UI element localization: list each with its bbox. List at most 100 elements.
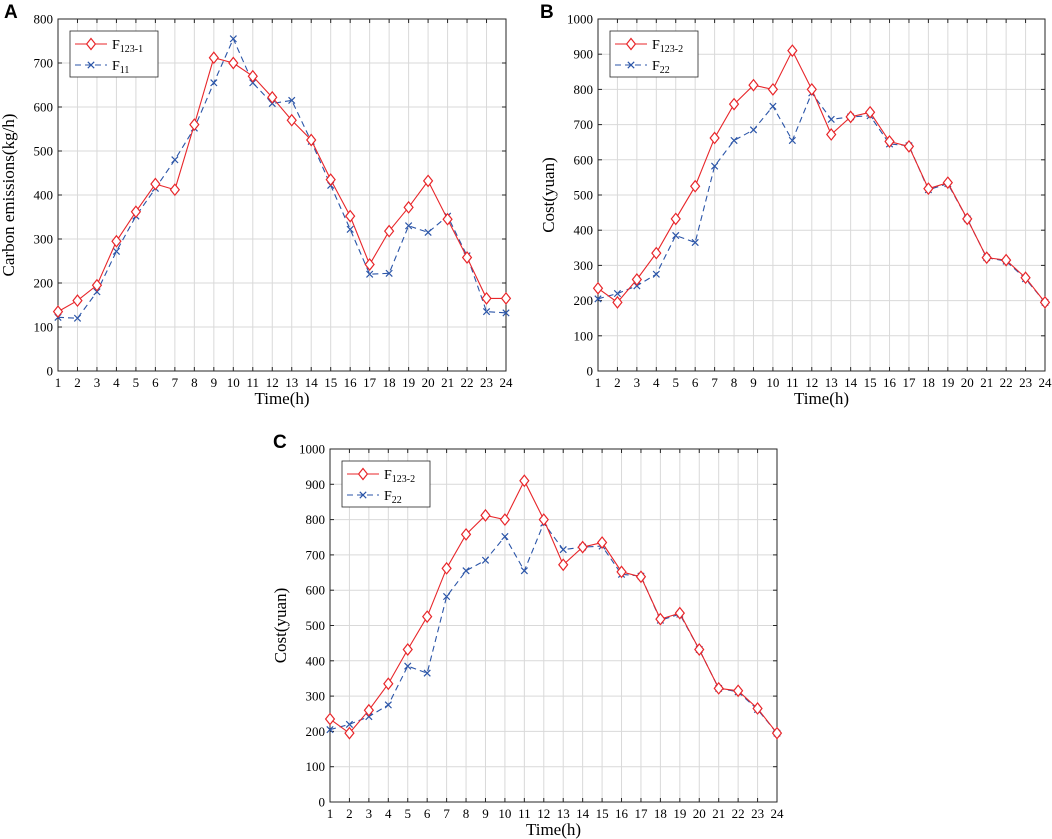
x-tick-label: 21 bbox=[980, 375, 993, 390]
data-point-x bbox=[210, 79, 218, 87]
data-point-diamond bbox=[674, 606, 685, 620]
y-tick-label: 800 bbox=[34, 12, 54, 27]
chart-panel-c: 1 2 3 4 5 6 7 8 9 10 11 12 13 14 15 16 17 18 19 20 21 22 23 240… bbox=[271, 432, 784, 839]
data-point-diamond bbox=[884, 135, 895, 148]
data-point-diamond bbox=[942, 176, 953, 190]
data-point-x bbox=[346, 225, 354, 233]
data-point-diamond bbox=[344, 726, 355, 740]
data-point-diamond bbox=[787, 44, 798, 58]
legend-entry-label: F123-1 bbox=[112, 38, 143, 55]
data-point-diamond bbox=[499, 513, 511, 527]
x-tick-label: 3 bbox=[366, 806, 373, 821]
x-tick-label: 17 bbox=[634, 806, 648, 821]
x-tick-label: 9 bbox=[750, 375, 757, 390]
x-tick-label: 22 bbox=[461, 375, 474, 390]
x-tick-label: 6 bbox=[424, 806, 431, 821]
x-tick-label: 15 bbox=[596, 806, 609, 821]
y-tick-label: 400 bbox=[34, 188, 54, 203]
data-point-diamond bbox=[771, 726, 783, 740]
data-point-x bbox=[423, 669, 431, 677]
data-point-diamond bbox=[364, 258, 375, 271]
y-tick-label: 1000 bbox=[567, 12, 593, 27]
data-point-diamond bbox=[592, 281, 604, 295]
legend-entry-subscript: 22 bbox=[392, 495, 402, 506]
data-point-diamond bbox=[903, 139, 915, 153]
x-tick-label: 23 bbox=[1019, 375, 1032, 390]
data-point-diamond bbox=[806, 82, 817, 96]
data-point-diamond bbox=[577, 540, 588, 554]
data-point-diamond bbox=[441, 561, 452, 575]
data-point-diamond bbox=[267, 90, 278, 104]
data-point-diamond bbox=[651, 246, 662, 260]
data-point-x bbox=[769, 102, 777, 110]
x-tick-label: 21 bbox=[712, 806, 725, 821]
x-tick-label: 19 bbox=[402, 375, 415, 390]
y-tick-label: 0 bbox=[587, 364, 594, 379]
data-point-diamond bbox=[500, 291, 512, 305]
x-tick-label: 19 bbox=[941, 375, 954, 390]
data-point-diamond bbox=[72, 294, 83, 308]
data-point-x bbox=[171, 156, 179, 164]
data-point-diamond bbox=[189, 118, 200, 132]
x-tick-label: 7 bbox=[443, 806, 450, 821]
data-point-x bbox=[404, 222, 413, 230]
x-tick-label: 8 bbox=[463, 806, 470, 821]
data-point-x bbox=[520, 567, 528, 575]
y-tick-label: 200 bbox=[34, 276, 54, 291]
x-axis-label: Time(h) bbox=[794, 389, 849, 408]
x-tick-label: 15 bbox=[864, 375, 877, 390]
legend-entry-base: F bbox=[112, 38, 120, 53]
data-point-diamond bbox=[208, 51, 219, 65]
data-point-x bbox=[481, 556, 490, 564]
x-tick-label: 21 bbox=[441, 375, 454, 390]
data-point-diamond bbox=[1000, 253, 1012, 267]
data-point-x bbox=[501, 532, 509, 541]
data-point-diamond bbox=[923, 182, 934, 196]
y-tick-label: 0 bbox=[47, 364, 54, 379]
data-point-diamond bbox=[383, 677, 394, 691]
data-point-diamond bbox=[228, 56, 239, 70]
x-tick-label: 15 bbox=[324, 375, 337, 390]
data-point-diamond bbox=[616, 565, 627, 579]
y-tick-label: 600 bbox=[34, 100, 54, 115]
data-point-diamond bbox=[713, 681, 724, 695]
data-point-diamond bbox=[690, 179, 701, 193]
data-point-x bbox=[613, 289, 622, 298]
x-tick-label: 7 bbox=[172, 375, 179, 390]
data-point-x bbox=[326, 726, 334, 734]
series-line bbox=[57, 57, 506, 313]
data-point-diamond bbox=[670, 212, 681, 226]
data-point-diamond bbox=[306, 133, 317, 147]
legend-box bbox=[609, 30, 699, 78]
data-point-diamond bbox=[845, 110, 856, 124]
legend-entry-subscript: 11 bbox=[120, 65, 130, 76]
y-tick-label: 300 bbox=[574, 258, 594, 273]
x-tick-label: 9 bbox=[482, 806, 489, 821]
y-tick-label: 800 bbox=[306, 512, 326, 527]
x-tick-label: 24 bbox=[1039, 375, 1052, 390]
legend-box bbox=[341, 460, 431, 508]
data-point-x bbox=[442, 592, 451, 601]
x-tick-label: 23 bbox=[751, 806, 764, 821]
data-point-x bbox=[87, 61, 95, 69]
legend-entry-label: F123-2 bbox=[384, 468, 415, 485]
data-point-diamond bbox=[596, 536, 608, 550]
legend-entry-base: F bbox=[384, 468, 392, 483]
data-point-x bbox=[404, 662, 412, 670]
x-tick-label: 11 bbox=[247, 375, 260, 390]
data-point-x bbox=[559, 545, 567, 554]
data-point-diamond bbox=[694, 643, 705, 656]
data-point-x bbox=[462, 567, 470, 575]
y-tick-label: 500 bbox=[306, 618, 326, 633]
x-tick-label: 14 bbox=[844, 375, 858, 390]
data-point-diamond bbox=[461, 251, 473, 264]
x-tick-label: 5 bbox=[404, 806, 411, 821]
data-point-diamond bbox=[728, 97, 740, 111]
x-tick-label: 3 bbox=[94, 375, 101, 390]
series-f123-2 bbox=[324, 474, 783, 740]
x-tick-label: 11 bbox=[786, 375, 799, 390]
y-tick-label: 200 bbox=[306, 724, 326, 739]
x-tick-label: 8 bbox=[731, 375, 738, 390]
y-tick-label: 100 bbox=[34, 320, 54, 335]
